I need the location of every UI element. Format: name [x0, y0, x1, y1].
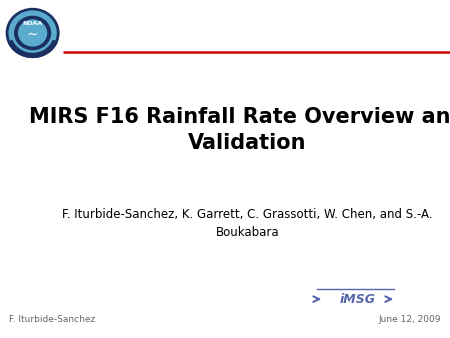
- Text: F. Iturbide-Sanchez, K. Garrett, C. Grassotti, W. Chen, and S.-A.
Boukabara: F. Iturbide-Sanchez, K. Garrett, C. Gras…: [62, 208, 433, 239]
- Text: F. Iturbide-Sanchez: F. Iturbide-Sanchez: [9, 315, 95, 324]
- Circle shape: [9, 10, 57, 55]
- Circle shape: [5, 8, 59, 58]
- Text: iMSG: iMSG: [340, 293, 376, 306]
- Text: ~: ~: [27, 27, 38, 42]
- Circle shape: [14, 16, 51, 50]
- Text: June 12, 2009: June 12, 2009: [378, 315, 441, 324]
- Text: MIRS F16 Rainfall Rate Overview and
Validation: MIRS F16 Rainfall Rate Overview and Vali…: [29, 107, 450, 153]
- Wedge shape: [7, 40, 58, 58]
- Text: NOAA: NOAA: [22, 21, 43, 26]
- Circle shape: [18, 19, 47, 47]
